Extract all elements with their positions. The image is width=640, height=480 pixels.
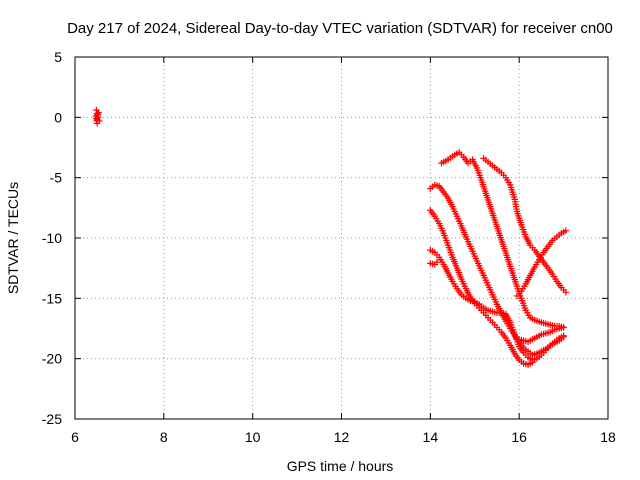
y-axis-label: SDTVAR / TECUs bbox=[5, 182, 21, 294]
y-tick-labels: 5 0 -5 -10 -15 -20 -25 bbox=[42, 49, 62, 427]
data-point-marker bbox=[560, 332, 567, 339]
series-arc-early bbox=[92, 106, 103, 127]
x-axis-label: GPS time / hours bbox=[287, 458, 394, 474]
series-arc-b bbox=[480, 155, 570, 296]
x-tick-labels: 6 8 10 12 14 16 18 bbox=[71, 429, 616, 445]
y-tick-label: 0 bbox=[54, 109, 62, 125]
chart-title: Day 217 of 2024, Sidereal Day-to-day VTE… bbox=[67, 20, 613, 37]
x-tick-label: 18 bbox=[600, 429, 616, 445]
y-tick-label: -5 bbox=[50, 170, 63, 186]
y-tick-label: 5 bbox=[54, 49, 62, 65]
series-arc-a bbox=[438, 149, 567, 331]
axis-ticks bbox=[74, 56, 609, 420]
series-arc-g bbox=[513, 227, 570, 300]
y-tick-label: -15 bbox=[42, 290, 62, 306]
x-tick-label: 16 bbox=[511, 429, 527, 445]
series-arc-e bbox=[427, 246, 567, 364]
series-arc-c bbox=[427, 181, 567, 359]
plot-frame bbox=[74, 56, 609, 420]
x-tick-label: 8 bbox=[160, 429, 168, 445]
data-point-marker bbox=[433, 258, 441, 266]
y-tick-label: -10 bbox=[42, 230, 62, 246]
series-arc-d bbox=[427, 207, 536, 368]
y-tick-label: -25 bbox=[42, 411, 62, 427]
x-tick-label: 14 bbox=[423, 429, 439, 445]
data-point-marker bbox=[94, 116, 101, 123]
x-tick-label: 6 bbox=[71, 429, 79, 445]
y-tick-label: -20 bbox=[42, 351, 62, 367]
data-point-marker bbox=[562, 289, 570, 296]
x-tick-label: 12 bbox=[334, 429, 350, 445]
series-arc-h bbox=[515, 324, 567, 345]
data-point-marker bbox=[560, 324, 567, 331]
data-marks bbox=[92, 106, 570, 368]
data-point-marker bbox=[562, 227, 570, 234]
series-arc-f bbox=[427, 258, 441, 268]
x-tick-label: 10 bbox=[245, 429, 261, 445]
